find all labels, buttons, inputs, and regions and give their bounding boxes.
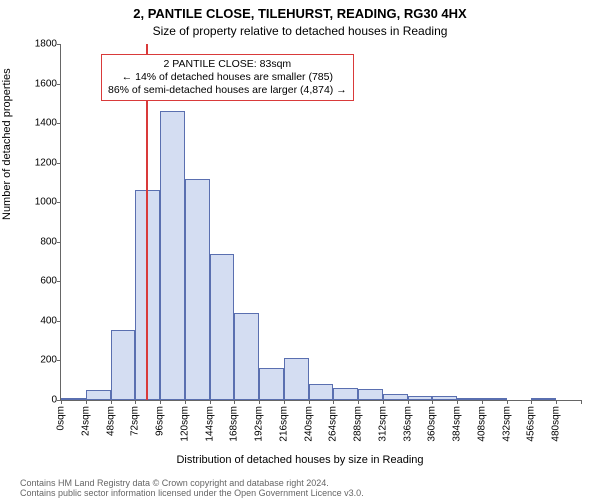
x-tick-mark — [408, 400, 409, 404]
y-tick-mark — [57, 321, 61, 322]
histogram-bar — [160, 111, 185, 400]
x-tick-label: 408sqm — [476, 406, 487, 442]
x-tick-label: 168sqm — [229, 406, 240, 442]
x-tick-label: 312sqm — [377, 406, 388, 442]
legend-line1: 2 PANTILE CLOSE: 83sqm — [108, 58, 347, 71]
x-tick-mark — [86, 400, 87, 404]
chart-container: 2, PANTILE CLOSE, TILEHURST, READING, RG… — [0, 0, 600, 500]
x-tick-mark — [383, 400, 384, 404]
y-tick-label: 1200 — [21, 157, 61, 168]
footer-line2: Contains public sector information licen… — [20, 489, 364, 498]
x-tick-label: 336sqm — [402, 406, 413, 442]
histogram-bar — [284, 358, 309, 400]
histogram-bar — [358, 389, 383, 400]
x-tick-label: 0sqm — [56, 406, 67, 430]
x-tick-mark — [358, 400, 359, 404]
histogram-bar — [457, 398, 482, 400]
x-tick-label: 264sqm — [328, 406, 339, 442]
histogram-bar — [234, 313, 259, 400]
x-tick-label: 216sqm — [278, 406, 289, 442]
y-tick-label: 200 — [21, 355, 61, 366]
x-tick-label: 384sqm — [452, 406, 463, 442]
legend-line2: ← 14% of detached houses are smaller (78… — [108, 71, 347, 84]
x-tick-label: 240sqm — [303, 406, 314, 442]
histogram-bar — [309, 384, 334, 400]
x-tick-label: 288sqm — [353, 406, 364, 442]
x-tick-label: 24sqm — [80, 406, 91, 436]
x-tick-mark — [581, 400, 582, 404]
y-tick-label: 1400 — [21, 118, 61, 129]
y-tick-label: 800 — [21, 236, 61, 247]
x-tick-label: 456sqm — [526, 406, 537, 442]
histogram-bar — [531, 398, 556, 400]
x-tick-label: 48sqm — [105, 406, 116, 436]
x-tick-label: 432sqm — [501, 406, 512, 442]
legend-box: 2 PANTILE CLOSE: 83sqm← 14% of detached … — [101, 54, 354, 101]
x-tick-mark — [259, 400, 260, 404]
histogram-bar — [432, 396, 457, 400]
y-tick-mark — [57, 360, 61, 361]
x-tick-mark — [432, 400, 433, 404]
x-tick-mark — [507, 400, 508, 404]
y-tick-label: 1600 — [21, 78, 61, 89]
x-tick-mark — [457, 400, 458, 404]
footer-attribution: Contains HM Land Registry data © Crown c… — [18, 477, 366, 500]
legend-line3: 86% of semi-detached houses are larger (… — [108, 84, 347, 97]
x-tick-mark — [135, 400, 136, 404]
y-tick-mark — [57, 44, 61, 45]
y-tick-mark — [57, 163, 61, 164]
y-tick-mark — [57, 202, 61, 203]
x-tick-label: 192sqm — [254, 406, 265, 442]
y-tick-label: 600 — [21, 276, 61, 287]
histogram-bar — [383, 394, 408, 400]
y-tick-label: 1800 — [21, 39, 61, 50]
x-tick-mark — [333, 400, 334, 404]
x-tick-mark — [111, 400, 112, 404]
histogram-bar — [135, 190, 160, 400]
x-tick-mark — [210, 400, 211, 404]
x-tick-label: 144sqm — [204, 406, 215, 442]
histogram-bar — [210, 254, 235, 400]
histogram-bar — [185, 179, 210, 401]
histogram-bar — [61, 398, 86, 400]
x-tick-label: 480sqm — [551, 406, 562, 442]
y-tick-mark — [57, 84, 61, 85]
y-tick-mark — [57, 123, 61, 124]
histogram-bar — [259, 368, 284, 400]
y-tick-label: 0 — [21, 395, 61, 406]
x-tick-mark — [556, 400, 557, 404]
y-tick-mark — [57, 281, 61, 282]
y-tick-mark — [57, 242, 61, 243]
x-tick-mark — [482, 400, 483, 404]
y-tick-label: 400 — [21, 315, 61, 326]
x-tick-label: 120sqm — [179, 406, 190, 442]
y-tick-label: 1000 — [21, 197, 61, 208]
chart-title: 2, PANTILE CLOSE, TILEHURST, READING, RG… — [0, 6, 600, 21]
histogram-bar — [86, 390, 111, 400]
x-tick-mark — [185, 400, 186, 404]
x-axis-label: Distribution of detached houses by size … — [0, 454, 600, 466]
histogram-bar — [333, 388, 358, 400]
x-tick-mark — [309, 400, 310, 404]
x-tick-mark — [160, 400, 161, 404]
histogram-bar — [482, 398, 507, 400]
histogram-bar — [408, 396, 433, 400]
histogram-bar — [111, 330, 136, 400]
x-tick-mark — [234, 400, 235, 404]
chart-subtitle: Size of property relative to detached ho… — [0, 24, 600, 38]
y-axis-label: Number of detached properties — [1, 68, 13, 220]
x-tick-mark — [284, 400, 285, 404]
x-tick-label: 360sqm — [427, 406, 438, 442]
plot-area: 0200400600800100012001400160018000sqm24s… — [60, 44, 581, 401]
x-tick-label: 96sqm — [155, 406, 166, 436]
x-tick-label: 72sqm — [130, 406, 141, 436]
x-tick-mark — [61, 400, 62, 404]
x-tick-mark — [531, 400, 532, 404]
